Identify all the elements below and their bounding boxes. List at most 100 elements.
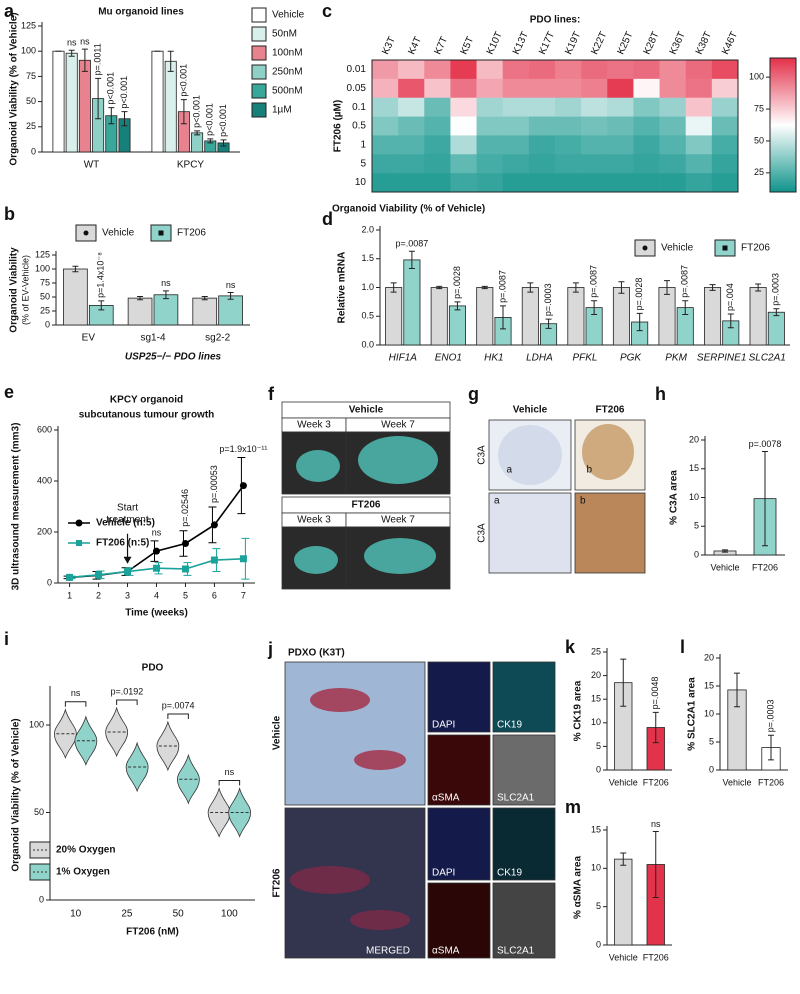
bar (191, 132, 204, 153)
x-tick-label: 25 (121, 909, 133, 920)
heatmap-cell (581, 97, 608, 117)
panel-letter: f (268, 384, 275, 404)
heatmap-cell (424, 78, 451, 99)
heatmap-cell (450, 78, 477, 99)
annotation: p=.0087 (588, 265, 598, 298)
y-tick-label: 100 (35, 263, 50, 273)
image-detail (358, 436, 438, 484)
bar (63, 268, 88, 326)
legend-label: 1µM (272, 105, 292, 116)
y-tick-label: 10 (689, 492, 699, 502)
x-tick-label: SLC2A1 (749, 353, 786, 364)
row-label: 1 (360, 139, 366, 150)
image-label: Vehicle (349, 405, 384, 416)
violin (156, 720, 180, 772)
heatmap-cell (685, 60, 713, 80)
image-detail (290, 866, 370, 894)
heatmap-cell (581, 173, 608, 193)
heatmap-cell (607, 78, 634, 99)
point (153, 547, 160, 555)
image-label: a (506, 465, 512, 476)
y-axis-label: FT206 (µM) (333, 100, 344, 152)
image-label: Week 7 (381, 420, 415, 431)
annotation: ns (80, 37, 90, 47)
heatmap-cell (659, 173, 687, 193)
x-tick-label: HK1 (484, 353, 503, 364)
heatmap-cell (502, 154, 530, 174)
point (124, 568, 132, 576)
point (66, 573, 74, 581)
y-tick-label: 15 (591, 824, 601, 834)
error-bar (390, 282, 397, 293)
heatmap-cell (659, 154, 687, 174)
bar (218, 295, 243, 326)
heatmap-cell (476, 78, 504, 99)
violin (176, 753, 200, 805)
image-detail (294, 546, 338, 574)
point (95, 571, 103, 579)
error-bar (227, 292, 234, 300)
heatmap-cell (398, 173, 425, 193)
error-bar (768, 734, 774, 761)
y-axis-label: Organoid Viability (% of Vehicle) (9, 12, 20, 165)
image-label: SLC2A1 (497, 946, 535, 957)
heatmap-cell (372, 135, 399, 155)
violin (105, 706, 129, 758)
legend-swatch (251, 26, 267, 42)
heatmap-cell (633, 97, 660, 117)
point (210, 556, 218, 564)
error-bar (618, 281, 625, 294)
annotation: p<0.001 (191, 95, 201, 128)
heatmap-cell (398, 116, 425, 136)
bar (704, 287, 722, 346)
heatmap-cell (372, 154, 399, 174)
heatmap-cell (659, 78, 687, 99)
row-label: 0.1 (352, 102, 366, 113)
image-detail (354, 750, 406, 770)
x-tick-label: ENO1 (435, 353, 462, 364)
bar (164, 60, 177, 153)
annotation: p=.0048 (650, 677, 660, 710)
x-tick-label: FT206 (643, 952, 669, 962)
annotation: ns (226, 280, 236, 290)
row-label: 10 (355, 177, 367, 188)
heatmap-cell (555, 173, 582, 193)
x-tick-label: PGK (620, 353, 642, 364)
heatmap-cell (398, 135, 425, 155)
x-tick-label: FT206 (643, 777, 669, 787)
image-detail (582, 424, 634, 480)
error-bar (545, 318, 552, 329)
x-tick-label: 2 (96, 590, 101, 600)
error-bar (207, 138, 214, 144)
event-label: treatment (106, 514, 148, 525)
error-bar (620, 852, 627, 866)
error-bar (81, 48, 88, 72)
event-label: Start (117, 502, 138, 513)
annotation: ns (161, 278, 171, 288)
image-tile (492, 882, 556, 959)
column-label: K46T (720, 30, 740, 56)
image-label: αSMA (432, 793, 460, 804)
bar (476, 287, 494, 346)
image-label: MERGED (366, 946, 410, 957)
y-axis-label: % CK19 area (573, 680, 584, 741)
heatmap-cell (685, 116, 713, 136)
chart-title: PDO (142, 663, 164, 674)
heatmap-cell (502, 135, 530, 155)
error-bar (527, 282, 534, 293)
heatmap-cell (450, 173, 477, 193)
image-label: PDXO (K3T) (288, 648, 345, 659)
error-bar (652, 711, 659, 744)
x-axis-label: FT206 (nM) (126, 927, 179, 938)
heatmap-cell (711, 97, 739, 117)
image-tile (427, 882, 491, 959)
y-tick-label: 1.5 (361, 253, 374, 263)
error-bar (762, 451, 768, 547)
y-tick-label: 0 (596, 764, 601, 774)
error-bar (72, 265, 79, 273)
error-bar (722, 549, 728, 553)
x-tick-label: FT206 (758, 777, 784, 787)
image-tile (284, 661, 426, 806)
y-tick-label: 5 (694, 521, 699, 531)
image-label: a (494, 496, 500, 507)
